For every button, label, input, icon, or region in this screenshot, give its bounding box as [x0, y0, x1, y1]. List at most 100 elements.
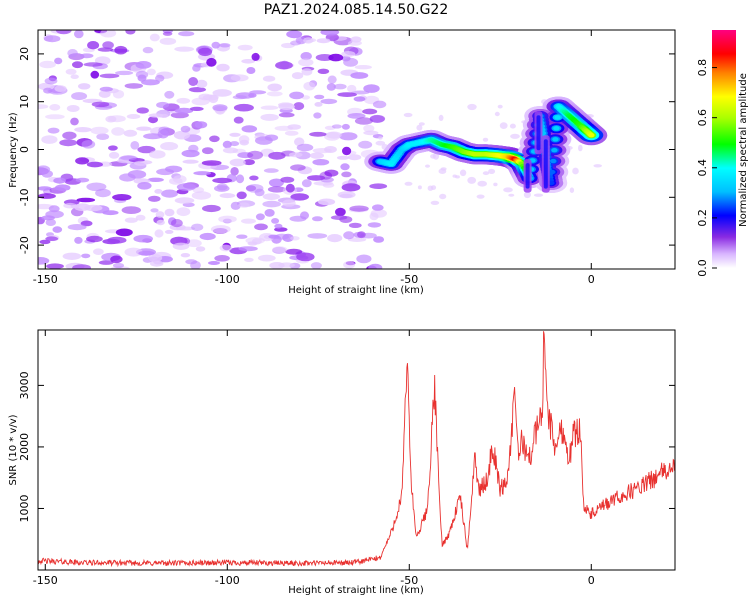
- noise-blob: [44, 35, 61, 43]
- noise-blob: [193, 171, 212, 176]
- noise-blob: [438, 114, 444, 121]
- noise-blob: [467, 176, 477, 184]
- noise-blob: [39, 60, 56, 69]
- noise-blob: [255, 136, 273, 145]
- noise-blob: [119, 173, 136, 182]
- noise-blob: [219, 193, 236, 199]
- noise-blob: [572, 167, 579, 175]
- noise-blob: [83, 62, 103, 67]
- noise-blob: [71, 92, 88, 101]
- noise-blob: [482, 137, 489, 142]
- noise-blob: [188, 144, 199, 153]
- noise-blob: [90, 126, 109, 135]
- noise-blob: [508, 193, 515, 197]
- noise-blob: [232, 95, 247, 100]
- noise-blob: [260, 113, 279, 121]
- snr-plot-area: [38, 330, 675, 570]
- noise-blob: [280, 176, 295, 183]
- noise-blob: [72, 61, 83, 69]
- noise-blob: [267, 83, 283, 92]
- noise-blob: [230, 74, 249, 82]
- noise-blob: [86, 235, 103, 243]
- noise-blob: [111, 127, 125, 136]
- noise-blob: [246, 67, 256, 74]
- noise-blob: [285, 183, 295, 193]
- noise-blob: [74, 30, 84, 39]
- colorbar-tick-label: 0.8: [696, 59, 709, 77]
- snr-y-tick-label: 2000: [18, 433, 31, 461]
- noise-blob: [343, 57, 359, 67]
- colorbar-tick-label: 0.4: [696, 159, 709, 177]
- noise-blob: [54, 85, 67, 92]
- noise-blob: [222, 147, 239, 154]
- noise-blob: [291, 72, 304, 80]
- ridge-cell: [549, 169, 556, 175]
- noise-blob: [79, 53, 94, 59]
- noise-blob: [176, 183, 196, 191]
- noise-blob: [115, 228, 133, 237]
- noise-blob: [312, 148, 332, 154]
- noise-blob: [81, 253, 91, 259]
- noise-blob: [192, 187, 205, 193]
- noise-blob: [296, 143, 314, 152]
- noise-blob: [241, 218, 256, 224]
- noise-blobs: [38, 30, 602, 269]
- ridge-cell: [551, 148, 558, 153]
- noise-blob: [216, 63, 230, 72]
- noise-blob: [350, 72, 369, 79]
- noise-blob: [155, 211, 165, 218]
- spectrogram-x-tick-label: -150: [33, 273, 58, 286]
- noise-blob: [339, 132, 358, 141]
- noise-blob: [339, 216, 353, 223]
- noise-blob: [156, 101, 170, 109]
- noise-blob: [241, 125, 258, 133]
- noise-blob: [135, 70, 149, 79]
- noise-blob: [363, 124, 375, 133]
- noise-blob: [316, 38, 331, 44]
- noise-blob: [373, 236, 385, 243]
- colorbar-ticks: 0.0 0.2 0.4 0.6 0.8: [696, 59, 717, 277]
- noise-blob: [249, 175, 259, 181]
- noise-blob: [362, 108, 378, 115]
- noise-blob: [125, 30, 136, 35]
- noise-blob: [290, 164, 306, 171]
- noise-blob: [201, 160, 222, 166]
- noise-blob: [176, 207, 191, 217]
- noise-blob: [378, 136, 383, 140]
- noise-blob: [230, 167, 239, 176]
- noise-blob: [266, 91, 283, 97]
- noise-blob: [202, 204, 221, 213]
- noise-blob: [130, 141, 140, 150]
- noise-blob: [430, 154, 436, 159]
- noise-blob: [510, 133, 520, 139]
- noise-blob: [191, 97, 210, 106]
- noise-blob: [70, 117, 79, 126]
- ridge-streak: [525, 163, 530, 189]
- noise-blob: [578, 144, 583, 152]
- noise-blob: [499, 122, 508, 129]
- noise-blob: [141, 79, 160, 86]
- noise-blob: [459, 169, 467, 177]
- noise-blob: [99, 73, 120, 79]
- noise-blob: [38, 257, 50, 265]
- noise-blob: [348, 222, 362, 228]
- noise-blob: [254, 223, 268, 231]
- noise-blob: [342, 146, 352, 156]
- figure-title: PAZ1.2024.085.14.50.G22: [264, 2, 449, 18]
- snr-y-ticks: 1000 2000 3000: [18, 371, 675, 522]
- colorbar: 0.0 0.2 0.4 0.6 0.8 Normalized spectral ampl…: [696, 30, 749, 277]
- noise-blob: [369, 212, 379, 221]
- noise-blob: [74, 236, 83, 244]
- noise-blob: [186, 239, 202, 248]
- noise-blob: [358, 140, 373, 149]
- noise-blob: [275, 61, 293, 70]
- noise-blob: [133, 234, 153, 243]
- noise-blob: [222, 140, 232, 149]
- noise-blob: [233, 116, 244, 124]
- noise-blob: [172, 242, 190, 250]
- noise-blob: [212, 177, 233, 184]
- noise-blob: [214, 254, 230, 262]
- noise-blob: [430, 200, 440, 205]
- noise-blob: [285, 248, 303, 255]
